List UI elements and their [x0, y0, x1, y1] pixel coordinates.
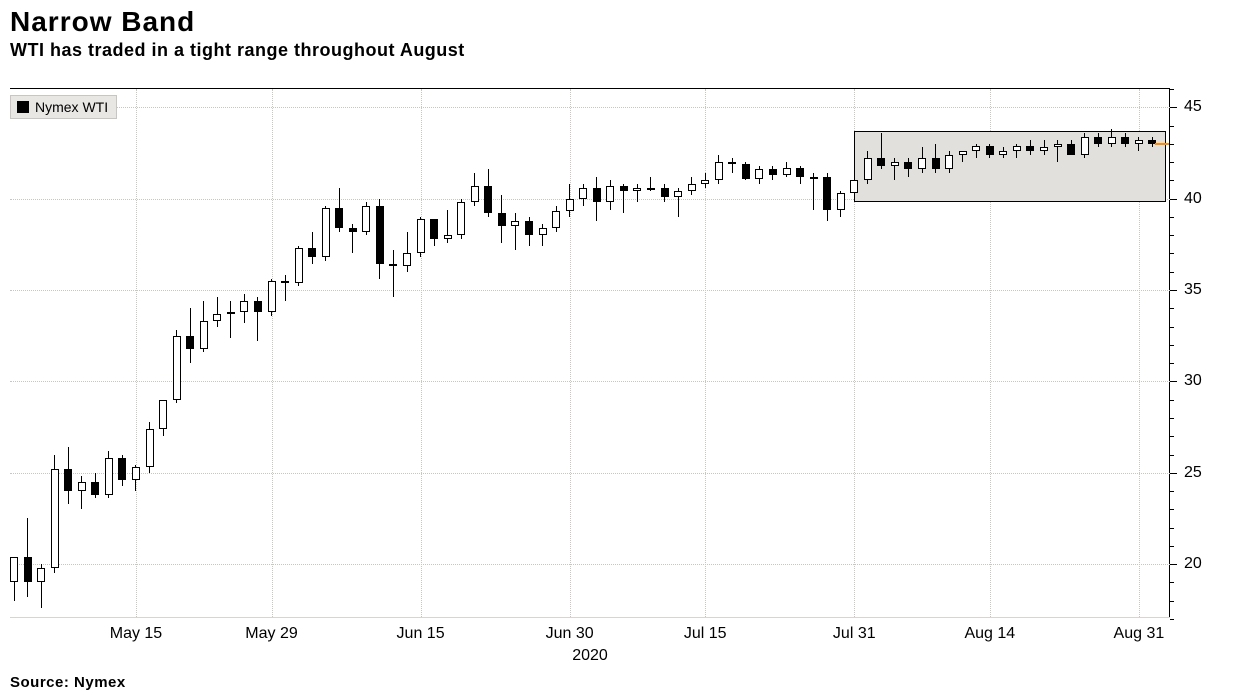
last-price-marker [1155, 143, 1169, 145]
x-tick-label: Jul 15 [684, 625, 727, 643]
x-tick-label: Jun 30 [546, 625, 594, 643]
legend-swatch [17, 101, 29, 113]
x-tick-label: Jun 15 [397, 625, 445, 643]
x-tick-label: May 29 [245, 625, 297, 643]
y-tick-label: 25 [1184, 464, 1202, 482]
chart-legend: Nymex WTI [10, 95, 117, 119]
chart-title: Narrow Band [10, 6, 1230, 38]
legend-label: Nymex WTI [35, 99, 108, 115]
x-tick-label: May 15 [110, 625, 162, 643]
chart-source: Source: Nymex [10, 674, 126, 691]
y-tick-label: 30 [1184, 372, 1202, 390]
x-tick-label: Aug 31 [1114, 625, 1165, 643]
highlight-band [854, 131, 1166, 202]
chart-subtitle: WTI has traded in a tight range througho… [10, 40, 1230, 61]
y-tick-label: 40 [1184, 190, 1202, 208]
y-tick-label: 35 [1184, 281, 1202, 299]
x-tick-label: Aug 14 [964, 625, 1015, 643]
candlestick-plot: 202530354045May 15May 29Jun 15Jun 30Jul … [10, 88, 1170, 618]
chart-container: Narrow Band WTI has traded in a tight ra… [0, 0, 1240, 697]
x-axis-title: 2020 [572, 647, 608, 665]
x-tick-label: Jul 31 [833, 625, 876, 643]
y-tick-label: 45 [1184, 98, 1202, 116]
y-tick-label: 20 [1184, 555, 1202, 573]
